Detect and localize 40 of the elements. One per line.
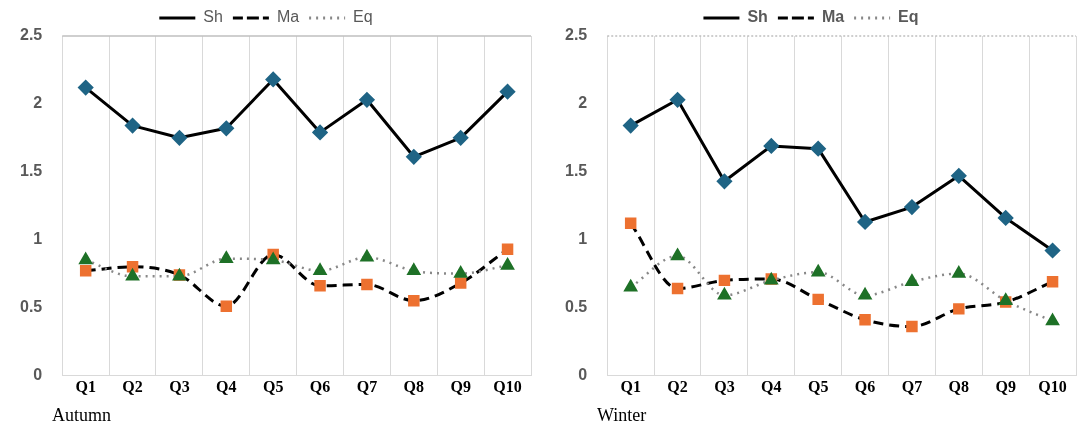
y-tick-label: 2.5 (19, 26, 43, 44)
x-tick-label: Q8 (948, 378, 970, 396)
x-tick-label: Q5 (262, 378, 284, 396)
legend-label: Ma (821, 8, 845, 26)
y-tick-label: 1 (578, 230, 588, 248)
x-tick-label: Q4 (216, 378, 237, 396)
x-tick-label: Q6 (854, 378, 876, 396)
x-tick-label: Q7 (356, 378, 378, 396)
y-tick-label: 1.5 (19, 162, 43, 180)
x-tick-label: Q2 (667, 378, 688, 396)
x-tick-label: Q4 (761, 378, 782, 396)
y-tick-label: 2 (578, 94, 588, 112)
y-tick-label: 0 (578, 365, 588, 383)
x-tick-label: Q7 (901, 378, 923, 396)
x-tick-label: Q6 (309, 378, 331, 396)
y-tick-label: 2 (33, 94, 43, 112)
legend-label: Sh (203, 8, 223, 26)
x-tick-label: Q2 (122, 378, 143, 396)
legend-label: Ma (276, 8, 300, 26)
y-tick-label: 0.5 (19, 297, 43, 315)
x-tick-label: Q3 (169, 378, 190, 396)
text: Winter (597, 405, 647, 426)
legend-label: Eq (353, 8, 373, 26)
x-tick-label: Q8 (403, 378, 425, 396)
y-tick-label: 0.5 (564, 297, 588, 315)
x-tick-label: Q10 (1038, 378, 1067, 396)
y-tick-label: 1 (33, 230, 43, 248)
x-tick-label: Q1 (75, 378, 96, 396)
x-tick-label: Q9 (450, 378, 471, 396)
x-tick-label: Q10 (493, 378, 522, 396)
x-tick-label: Q3 (714, 378, 735, 396)
y-tick-label: 0 (33, 365, 43, 383)
text: Autumn (52, 405, 112, 426)
y-tick-label: 2.5 (564, 26, 588, 44)
x-tick-label: Q5 (807, 378, 829, 396)
x-tick-label: Q1 (620, 378, 641, 396)
x-tick-label: Q9 (995, 378, 1016, 396)
y-tick-label: 1.5 (564, 162, 588, 180)
legend-label: Eq (898, 8, 919, 26)
legend-label: Sh (747, 8, 768, 26)
